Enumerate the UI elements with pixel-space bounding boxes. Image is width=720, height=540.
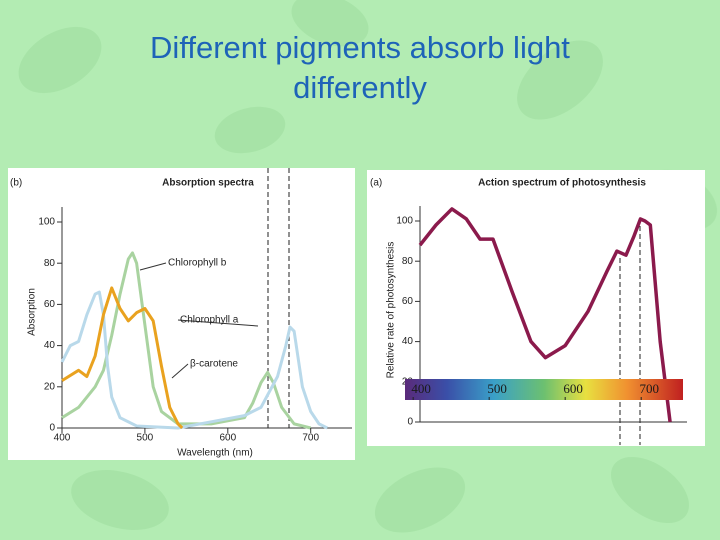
x-tick-label: 700 [302, 433, 319, 444]
x-tick-label: 500 [487, 381, 507, 396]
x-tick-label: 700 [639, 381, 659, 396]
x-tick-label: 500 [137, 433, 154, 444]
x-tick-label: 400 [411, 381, 431, 396]
panel-label: (b) [10, 178, 22, 189]
x-tick-label: 600 [563, 381, 583, 396]
y-tick-label: 0 [49, 423, 55, 434]
y-tick-label: 20 [44, 381, 56, 392]
chart-title: Absorption spectra [162, 178, 254, 189]
y-tick-label: 0 [407, 417, 413, 428]
series-annotation: β-carotene [190, 359, 238, 370]
x-axis-label: Wavelength (nm) [177, 448, 253, 459]
y-axis-label: Absorption [27, 288, 38, 336]
annotation-leader [171, 363, 189, 379]
y-tick-label: 80 [402, 256, 414, 267]
y-tick-label: 100 [38, 217, 55, 228]
series-line [61, 286, 184, 430]
y-axis-label: Relative rate of photosynthesis [386, 242, 397, 379]
y-tick-label: 60 [44, 299, 56, 310]
series-annotation: Chlorophyll a [180, 315, 239, 326]
series-line [60, 290, 328, 430]
slide-title: Different pigments absorb light differen… [150, 30, 570, 105]
y-tick-label: 40 [44, 340, 56, 351]
y-tick-label: 40 [402, 336, 414, 347]
spectrum-bar [405, 379, 683, 400]
y-tick-label: 100 [396, 216, 413, 227]
y-tick-label: 60 [402, 296, 414, 307]
panel-label: (a) [370, 178, 382, 189]
chart-title: Action spectrum of photosynthesis [478, 178, 646, 189]
y-tick-label: 80 [44, 258, 56, 269]
annotation-leader [139, 262, 167, 271]
x-tick-label: 600 [219, 433, 236, 444]
x-tick-label: 400 [54, 433, 71, 444]
series-annotation: Chlorophyll b [168, 258, 227, 269]
panel-right [367, 170, 705, 446]
series-line [418, 207, 672, 423]
annotation-leader [177, 319, 259, 327]
panel-left [8, 168, 355, 460]
